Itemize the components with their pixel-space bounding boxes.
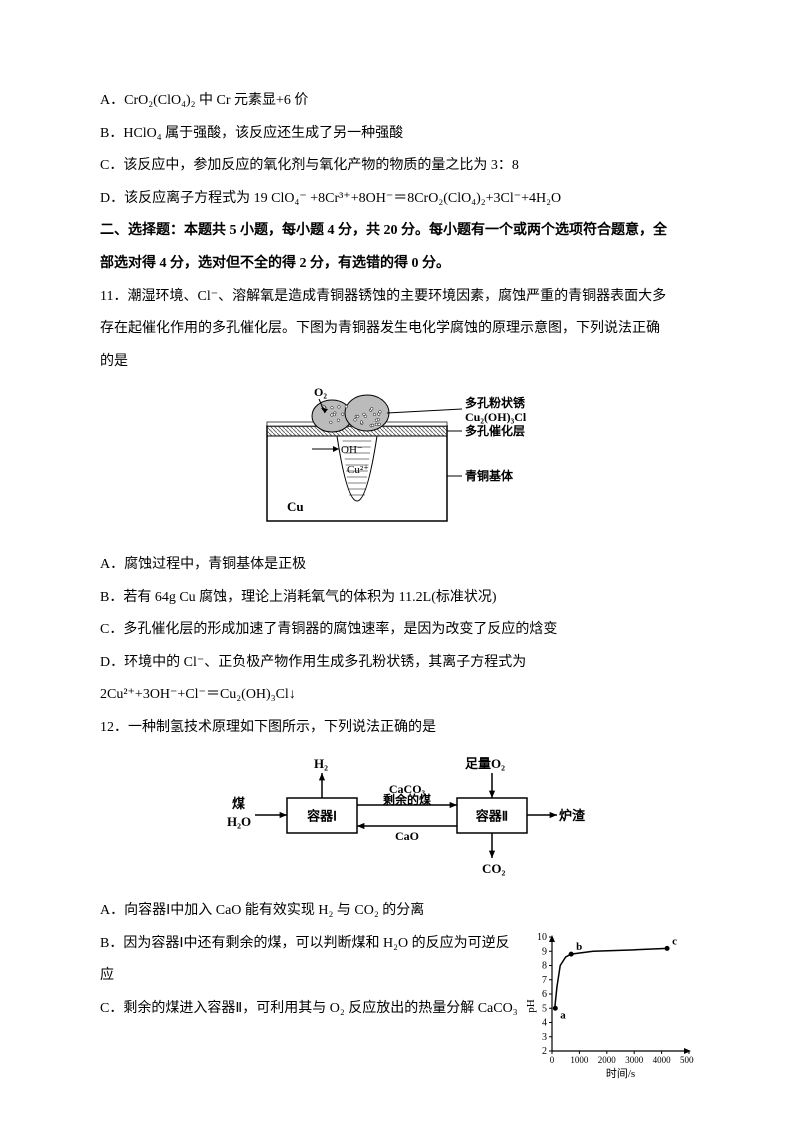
svg-text:多孔粉状锈: 多孔粉状锈 [465,395,526,410]
svg-text:3: 3 [542,1031,547,1042]
svg-text:炉渣: 炉渣 [559,808,586,823]
svg-text:青铜基体: 青铜基体 [465,468,514,483]
q12-stem: 12．一种制氢技术原理如下图所示，下列说法正确的是 [100,715,694,742]
ph-chart: 2 3 4 5 6 7 8 9 10 0 1000 2000 3000 4000 5000 pH 时间/s a b c [524,931,694,1092]
q11-line2: 存在起催化作用的多孔催化层。下图为青铜器发生电化学腐蚀的原理示意图，下列说法正确 [100,316,694,343]
svg-text:容器Ⅰ: 容器Ⅰ [306,808,337,823]
svg-text:2: 2 [542,1046,547,1057]
q11-opt-a: A．腐蚀过程中，青铜基体是正极 [100,552,694,579]
q12-figure: 容器Ⅰ容器Ⅱ煤H₂OH₂足量O₂CaCO₃剩余的煤CaO炉渣CO₂ [100,748,694,889]
svg-text:时间/s: 时间/s [606,1067,635,1080]
svg-text:煤: 煤 [232,796,245,811]
svg-text:容器Ⅱ: 容器Ⅱ [475,808,508,823]
q11-opt-d2: 2Cu²⁺+3OH⁻+Cl⁻＝Cu₂(OH)₃Cl↓ [100,682,694,709]
q11-opt-c: C．多孔催化层的形成加速了青铜器的腐蚀速率，是因为改变了反应的焓变 [100,617,694,644]
svg-text:OH⁻: OH⁻ [341,444,363,456]
opt-10-c: C．该反应中，参加反应的氧化剂与氧化产物的物质的量之比为 3：8 [100,153,694,180]
q11-line3: 的是 [100,349,694,376]
svg-text:5: 5 [542,1003,547,1014]
svg-text:CaO: CaO [395,829,419,843]
svg-text:2000: 2000 [598,1055,617,1065]
svg-text:H₂: H₂ [314,756,328,771]
svg-text:a: a [560,1009,566,1021]
q12-opt-c: C．剩余的煤进入容器Ⅱ，可利用其与 O₂ 反应放出的热量分解 CaCO₃ [100,996,518,1023]
svg-text:4000: 4000 [653,1055,672,1065]
svg-text:8: 8 [542,960,547,971]
svg-text:10: 10 [537,932,547,943]
svg-text:4: 4 [542,1017,547,1028]
opt-10-b: B．HClO₄ 属于强酸，该反应还生成了另一种强酸 [100,121,694,148]
svg-text:1000: 1000 [570,1055,589,1065]
svg-text:足量O₂: 足量O₂ [465,756,505,771]
q11-figure: O₂ OH⁻ Cu²⁺ Cu 多孔粉状锈Cu₂(OH)₃Cl多孔催化层青铜基体 [100,381,694,542]
q11-opt-d1: D．环境中的 Cl⁻、正负极产物作用生成多孔粉状锈，其离子方程式为 [100,650,694,677]
svg-text:5000: 5000 [680,1055,694,1065]
svg-text:c: c [672,935,677,947]
svg-text:O₂: O₂ [314,385,327,399]
svg-text:0: 0 [550,1055,555,1065]
svg-text:Cu: Cu [287,499,304,514]
svg-text:CO₂: CO₂ [482,861,506,876]
svg-text:多孔催化层: 多孔催化层 [465,423,525,438]
svg-text:pH: pH [525,999,537,1013]
section2-line2: 部选对得 4 分，选对但不全的得 2 分，有选错的得 0 分。 [100,251,694,278]
opt-10-a: A．CrO₂(ClO₄)₂ 中 Cr 元素显+6 价 [100,88,694,115]
svg-text:剩余的煤: 剩余的煤 [383,792,431,807]
svg-text:Cu²⁺: Cu²⁺ [347,464,369,476]
svg-text:Cu₂(OH)₃Cl: Cu₂(OH)₃Cl [465,410,527,424]
svg-text:7: 7 [542,974,547,985]
svg-text:H₂O: H₂O [227,814,251,829]
q12-opt-a: A．向容器Ⅰ中加入 CaO 能有效实现 H₂ 与 CO₂ 的分离 [100,898,694,925]
svg-text:b: b [576,941,582,953]
q11-line1: 11．潮湿环境、Cl⁻、溶解氧是造成青铜器锈蚀的主要环境因素，腐蚀严重的青铜器表… [100,284,694,311]
q11-opt-b: B．若有 64g Cu 腐蚀，理论上消耗氧气的体积为 11.2L(标准状况) [100,585,694,612]
section2-line1: 二、选择题：本题共 5 小题，每小题 4 分，共 20 分。每小题有一个或两个选… [100,218,694,245]
q12-opt-b2: 应 [100,963,518,990]
q12-opt-b1: B．因为容器Ⅰ中还有剩余的煤，可以判断煤和 H₂O 的反应为可逆反 [100,931,518,958]
svg-text:6: 6 [542,989,547,1000]
svg-text:9: 9 [542,946,547,957]
svg-text:3000: 3000 [625,1055,644,1065]
opt-10-d: D．该反应离子方程式为 19 ClO₄⁻ +8Cr³⁺+8OH⁻＝8CrO₂(C… [100,186,694,213]
